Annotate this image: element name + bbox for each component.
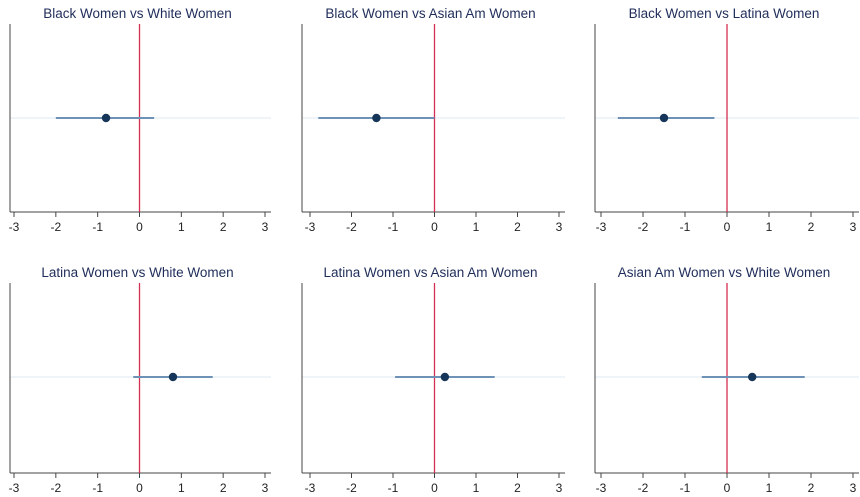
panel-title: Black Women vs White Women (43, 6, 232, 21)
x-tick-label: 3 (262, 220, 269, 234)
x-tick-label: -1 (680, 220, 691, 234)
x-tick-label: -2 (638, 481, 649, 495)
x-tick-label: 3 (850, 220, 857, 234)
x-tick-label: 0 (724, 220, 731, 234)
x-tick-label: -1 (388, 481, 399, 495)
x-tick-label: 0 (136, 481, 143, 495)
x-tick-label: -3 (9, 220, 20, 234)
x-tick-label: 2 (514, 481, 521, 495)
x-tick-label: 2 (808, 220, 815, 234)
panel-2: Black Women vs Asian Am Women -3 -2 -1 0 1 2 3 (301, 6, 565, 234)
point-estimate (101, 113, 111, 123)
x-tick-label: -2 (346, 220, 357, 234)
x-tick-label: -1 (388, 220, 399, 234)
panel-title: Asian Am Women vs White Women (618, 265, 831, 280)
panel-title: Black Women vs Asian Am Women (325, 6, 535, 21)
panel-title: Black Women vs Latina Women (629, 6, 820, 21)
x-tick-label: 1 (766, 220, 773, 234)
x-tick-label: 0 (724, 481, 731, 495)
x-tick-label: 1 (178, 481, 185, 495)
x-tick-label: 1 (473, 481, 480, 495)
panel-5: Latina Women vs Asian Am Women -3 -2 -1 0 1 2 3 (301, 265, 565, 495)
x-tick-label: -3 (596, 220, 607, 234)
panel-6: Asian Am Women vs White Women -3 -2 -1 0 1 2 3 (594, 265, 859, 495)
panel-4: Latina Women vs White Women -3 -2 -1 0 1 2 3 (9, 265, 271, 495)
x-tick-label: -3 (305, 220, 316, 234)
x-tick-label: 1 (178, 220, 185, 234)
x-tick-label: -2 (50, 481, 61, 495)
x-tick-label: -3 (596, 481, 607, 495)
point-estimate (659, 113, 669, 123)
x-tick-label: -2 (638, 220, 649, 234)
panel-1: Black Women vs White Women -3 -2 -1 0 1 2 3 (9, 6, 271, 234)
x-tick-label: 0 (431, 220, 438, 234)
x-tick-label: -1 (92, 220, 103, 234)
x-tick-label: 2 (808, 481, 815, 495)
panel-3: Black Women vs Latina Women -3 -2 -1 0 1 2 3 (594, 6, 859, 234)
point-estimate (168, 372, 178, 382)
point-estimate (440, 372, 450, 382)
x-tick-label: 2 (514, 220, 521, 234)
panel-title: Latina Women vs White Women (41, 265, 233, 280)
x-tick-label: -3 (305, 481, 316, 495)
x-tick-label: 1 (766, 481, 773, 495)
x-tick-label: -1 (92, 481, 103, 495)
x-tick-label: 2 (220, 481, 227, 495)
x-tick-label: 1 (473, 220, 480, 234)
x-tick-label: 2 (220, 220, 227, 234)
panel-title: Latina Women vs Asian Am Women (323, 265, 537, 280)
x-tick-label: -2 (346, 481, 357, 495)
x-tick-label: 3 (556, 220, 563, 234)
point-estimate (748, 372, 757, 382)
x-tick-label: 0 (136, 220, 143, 234)
x-tick-label: 0 (431, 481, 438, 495)
x-tick-label: -2 (50, 220, 61, 234)
x-tick-label: 3 (850, 481, 857, 495)
x-tick-label: 3 (556, 481, 563, 495)
point-estimate (372, 113, 381, 123)
x-tick-label: -1 (680, 481, 691, 495)
x-tick-label: 3 (262, 481, 269, 495)
x-tick-label: -3 (9, 481, 20, 495)
